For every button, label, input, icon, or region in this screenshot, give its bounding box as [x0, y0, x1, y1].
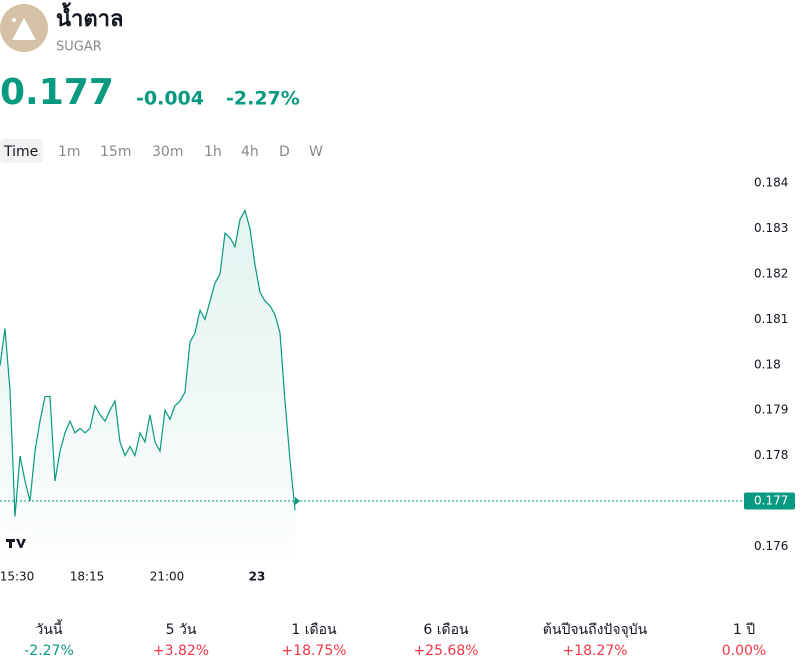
timeframe-tab[interactable]: W: [309, 144, 323, 160]
performance-label: 5 วัน: [166, 622, 197, 638]
y-tick-label: 0.18: [754, 357, 781, 371]
symbol-title: น้ำตาล: [56, 2, 124, 32]
x-tick-label: 18:15: [70, 570, 105, 584]
tv-logo: [2, 532, 28, 554]
last-price-label: 0.177: [754, 493, 788, 507]
performance-value: -2.27%: [24, 643, 74, 659]
timeframe-tab[interactable]: 15m: [100, 144, 131, 160]
last-price-box: [744, 492, 795, 510]
x-tick-label: 23: [249, 570, 266, 584]
x-tick-label: 21:00: [150, 570, 185, 584]
y-tick-label: 0.183: [754, 221, 788, 235]
performance-value: 0.00%: [722, 643, 766, 659]
symbol-subtitle: SUGAR: [56, 40, 102, 55]
y-tick-label: 0.181: [754, 312, 788, 326]
last-point-marker: [295, 496, 300, 505]
y-tick-label: 0.178: [754, 448, 788, 462]
timeframe-tab[interactable]: 4h: [241, 144, 259, 160]
icon-shape: [12, 18, 36, 40]
icon-dot: [12, 18, 16, 22]
y-tick-label: 0.184: [754, 176, 788, 190]
performance-value: +25.68%: [413, 643, 478, 659]
x-tick-label: 15:30: [0, 570, 34, 584]
timeframe-tabs: Time 1m 15m 30m 1h 4h D W: [3, 144, 323, 160]
performance-value: +18.75%: [281, 643, 346, 659]
performance-value: +3.82%: [153, 643, 209, 659]
timeframe-tab[interactable]: Time: [3, 144, 38, 160]
timeframe-tab[interactable]: D: [279, 144, 290, 160]
price-change: -0.004: [136, 88, 204, 110]
performance-value: +18.27%: [562, 643, 627, 659]
performance-label: 6 เดือน: [423, 622, 469, 638]
y-tick-label: 0.176: [754, 539, 788, 553]
y-tick-label: 0.179: [754, 403, 788, 417]
price-change-percent: -2.27%: [226, 88, 300, 110]
performance-label: วันนี้: [35, 619, 63, 638]
chart: 0.176 0.177 0.178 0.179 0.18 0.181 0.182 0.183 0…: [0, 176, 795, 584]
price-line: [0, 208, 296, 517]
last-price: 0.177: [0, 72, 114, 113]
performance-row: วันนี้ -2.27% 5 วัน +3.82% 1 เดือน +18.75% 6 เ…: [24, 619, 766, 659]
performance-label: ต้นปีจนถึงปัจจุบัน: [543, 622, 648, 638]
timeframe-tab[interactable]: 1m: [58, 144, 81, 160]
timeframe-tab[interactable]: 1h: [204, 144, 222, 160]
y-tick-label: 0.182: [754, 266, 788, 280]
area-fill: [0, 210, 295, 561]
tab-selected-bg: [0, 139, 43, 163]
performance-label: 1 เดือน: [291, 622, 337, 638]
timeframe-tab[interactable]: 30m: [152, 144, 183, 160]
performance-label: 1 ปี: [733, 622, 755, 638]
